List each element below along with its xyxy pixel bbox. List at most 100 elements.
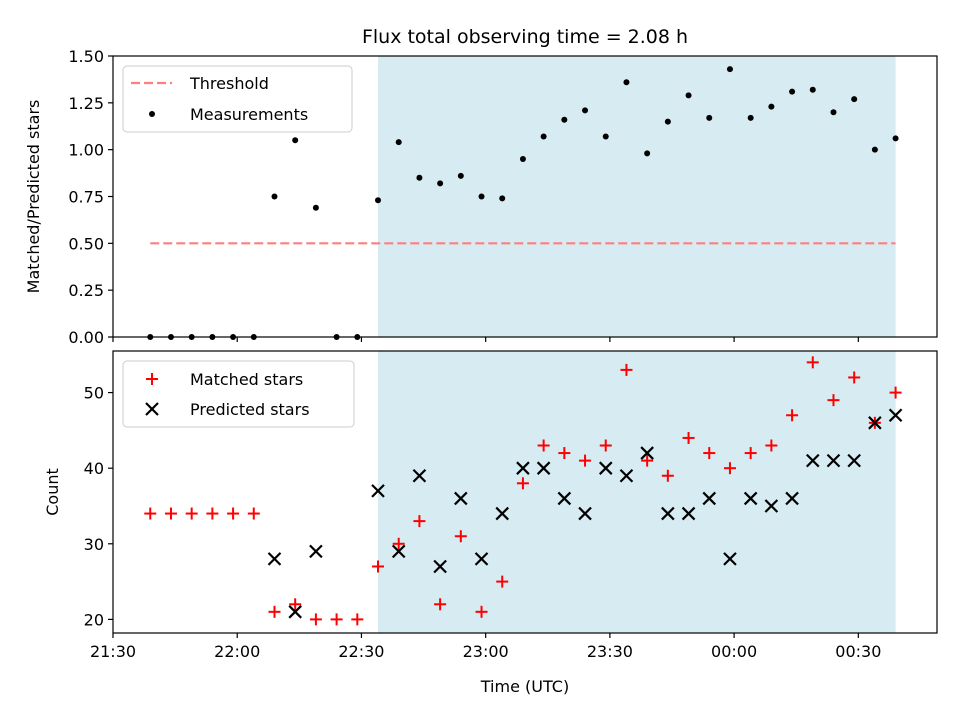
predicted-point (826, 453, 841, 468)
matched-point (392, 537, 405, 550)
predicted-marker-b (267, 552, 282, 566)
bottom-y-tick-label: 20 (84, 610, 104, 629)
measurement-point (519, 156, 526, 163)
predicted-point (723, 552, 737, 566)
matched-point (144, 507, 157, 520)
matched-point (579, 454, 592, 467)
x-tick-label: 22:30 (338, 642, 384, 661)
matched-point (744, 447, 757, 460)
matched-point (516, 477, 529, 490)
predicted-marker-b (764, 499, 779, 513)
x-tick-label: 22:00 (214, 642, 260, 661)
top-y-tick-label: 1.00 (68, 141, 104, 160)
matched-point (641, 454, 654, 467)
predicted-marker-b (433, 559, 447, 574)
predicted-marker-b (847, 453, 861, 468)
x-tick-label: 00:00 (711, 642, 757, 661)
predicted-marker-b (474, 552, 489, 566)
predicted-point (806, 453, 820, 468)
measurement-point (768, 103, 775, 110)
predicted-point (578, 506, 592, 521)
predicted-point (847, 453, 861, 468)
predicted-marker-b (681, 506, 696, 521)
predicted-marker-b (516, 461, 530, 475)
predicted-point (743, 491, 758, 506)
matched-point (765, 439, 778, 452)
predicted-marker-b (619, 468, 634, 483)
predicted-point (495, 506, 510, 521)
predicted-point (702, 491, 717, 506)
predicted-point (764, 499, 779, 513)
legend-matched-label: Matched stars (190, 370, 303, 389)
predicted-point (267, 552, 282, 566)
predicted-point (433, 559, 447, 574)
measurement-point (582, 107, 589, 114)
x-tick-label: 21:30 (90, 642, 136, 661)
matched-point (827, 394, 840, 407)
predicted-point (288, 605, 302, 619)
measurement-point (499, 195, 506, 202)
matched-point (330, 613, 343, 626)
matched-point (848, 371, 861, 384)
predicted-point (598, 461, 613, 475)
top-y-tick-label: 0.75 (68, 188, 104, 207)
predicted-point (536, 461, 551, 475)
top-panel: 0.00 0.25 0.50 0.75 1.00 1.25 1.50 Matched/Pred… (24, 47, 938, 347)
predicted-marker-b (868, 416, 882, 430)
predicted-point (661, 506, 675, 521)
bottom-y-tick-label: 30 (84, 535, 104, 554)
measurement-point (851, 96, 858, 103)
matched-point (889, 386, 902, 399)
top-y-tick-label: 0.25 (68, 281, 104, 300)
predicted-marker-b (309, 544, 323, 559)
measurement-point (789, 88, 796, 95)
predicted-point (474, 552, 489, 566)
predicted-point (619, 468, 634, 483)
top-frame (112, 55, 938, 338)
matched-point (620, 363, 633, 376)
measurement-point (644, 150, 651, 157)
matched-point (206, 507, 219, 520)
x-tick-label: 00:30 (835, 642, 881, 661)
measurement-point (540, 133, 547, 140)
predicted-point (785, 491, 799, 506)
measurement-point (747, 114, 754, 121)
measurement-point (871, 146, 878, 153)
predicted-marker-b (288, 605, 302, 619)
measurement-point (312, 204, 319, 211)
matched-point (454, 530, 467, 543)
bottom-y-axis-label: Count (43, 468, 62, 516)
predicted-marker-b (702, 491, 717, 506)
top-y-axis-label: Matched/Predicted stars (24, 100, 43, 294)
measurement-point (437, 180, 444, 187)
predicted-point (557, 491, 572, 506)
top-y-tick-label: 1.50 (68, 47, 104, 66)
matched-point (289, 598, 302, 611)
measurement-point (292, 137, 299, 144)
legend-predicted-label: Predicted stars (190, 400, 310, 419)
measurement-point (726, 66, 733, 73)
bottom-frame (112, 350, 938, 634)
predicted-marker-b (578, 506, 592, 521)
matched-point (496, 575, 509, 588)
measurement-point (685, 92, 692, 99)
bottom-legend-box (122, 360, 355, 428)
measurement-point (561, 116, 568, 123)
measurement-point (478, 193, 485, 200)
x-tick-label: 23:30 (587, 642, 633, 661)
predicted-point (371, 484, 385, 498)
predicted-point (888, 408, 903, 423)
matched-point (703, 447, 716, 460)
measurement-point (809, 86, 816, 93)
measurement-point (416, 174, 423, 181)
top-y-tick-label: 1.25 (68, 94, 104, 113)
predicted-marker-b (145, 402, 159, 416)
bottom-panel: 20 30 40 50 21:30 22:00 22:30 23:00 23:30 00:00 00… (43, 350, 938, 661)
predicted-marker-b (557, 491, 572, 506)
measurement-point (830, 109, 837, 116)
predicted-marker-b (785, 491, 799, 506)
matched-point (434, 598, 447, 611)
measurement-point (375, 197, 382, 204)
legend-measurement-marker (149, 111, 155, 117)
predicted-marker-b (454, 491, 468, 506)
